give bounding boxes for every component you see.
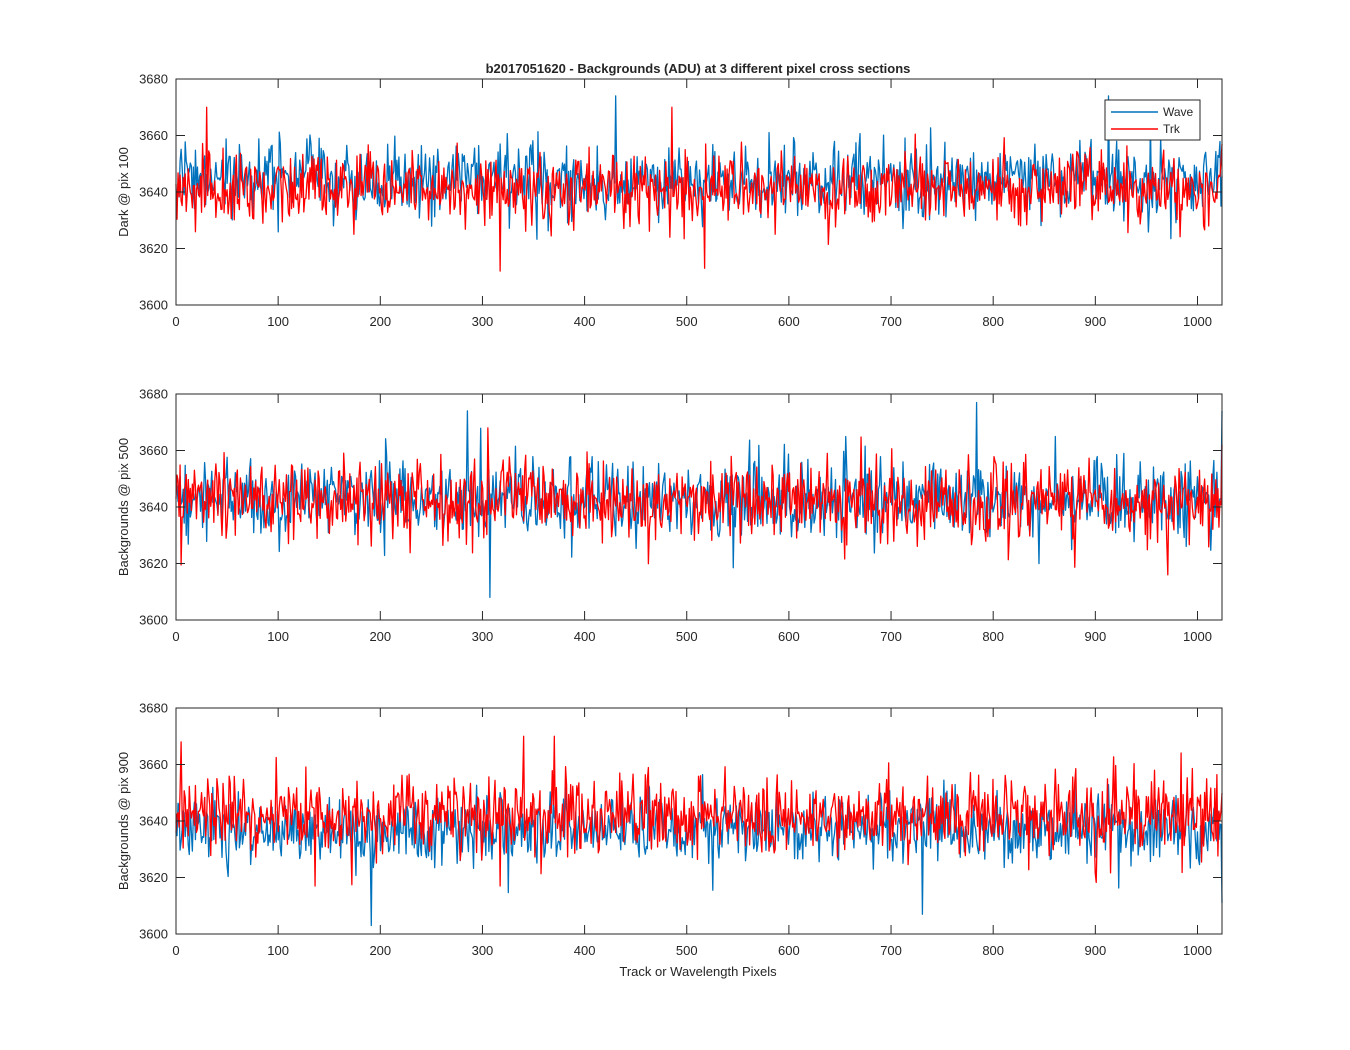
ticks: 0 100 200 300 400 500 600 700 800 900 1000 3600 3620… <box>139 72 1222 329</box>
x-tick-label: 700 <box>880 943 902 958</box>
series-layer <box>175 95 1223 272</box>
x-tick-label: 200 <box>369 943 391 958</box>
y-tick-label: 3660 <box>139 128 168 143</box>
y-tick-label: 3600 <box>139 613 168 628</box>
figure-title: b2017051620 - Backgrounds (ADU) at 3 dif… <box>486 61 911 76</box>
legend: Wave Trk <box>1104 99 1201 141</box>
y-axis-label: Backgrounds @ pix 500 <box>116 438 131 576</box>
x-tick-label: 400 <box>574 943 596 958</box>
y-axis-label: Backgrounds @ pix 900 <box>116 752 131 890</box>
x-tick-label: 100 <box>267 629 289 644</box>
series-line-trk <box>175 735 1223 887</box>
legend-box <box>1104 99 1201 141</box>
y-tick-label: 3640 <box>139 185 168 200</box>
x-tick-label: 900 <box>1084 943 1106 958</box>
ticks: 0 100 200 300 400 500 600 700 800 900 1000 3600 3620… <box>139 387 1222 644</box>
x-tick-label: 200 <box>369 314 391 329</box>
y-tick-label: 3600 <box>139 927 168 942</box>
x-tick-label: 800 <box>982 629 1004 644</box>
x-tick-label: 500 <box>676 314 698 329</box>
x-tick-label: 900 <box>1084 314 1106 329</box>
ticks: 0 100 200 300 400 500 600 700 800 900 1000 3600 3620… <box>139 701 1222 958</box>
x-tick-label: 600 <box>778 629 800 644</box>
series-layer <box>175 401 1223 599</box>
y-tick-label: 3620 <box>139 556 168 571</box>
y-tick-label: 3640 <box>139 500 168 515</box>
x-tick-label: 1000 <box>1183 629 1212 644</box>
x-tick-label: 800 <box>982 943 1004 958</box>
x-tick-label: 0 <box>172 314 179 329</box>
series-layer <box>175 735 1223 927</box>
y-tick-label: 3600 <box>139 298 168 313</box>
x-tick-label: 300 <box>472 629 494 644</box>
subplot-backgrounds-pix-900: 0 100 200 300 400 500 600 700 800 900 1000 3600 3620… <box>116 701 1223 958</box>
x-tick-label: 100 <box>267 314 289 329</box>
y-tick-label: 3660 <box>139 757 168 772</box>
y-tick-label: 3680 <box>139 72 168 87</box>
y-axis-label: Dark @ pix 100 <box>116 147 131 237</box>
series-line-trk <box>175 106 1223 272</box>
subplot-backgrounds-pix-500: 0 100 200 300 400 500 600 700 800 900 1000 3600 3620… <box>116 387 1223 644</box>
x-tick-label: 0 <box>172 943 179 958</box>
y-tick-label: 3680 <box>139 387 168 402</box>
x-tick-label: 800 <box>982 314 1004 329</box>
x-tick-label: 700 <box>880 314 902 329</box>
y-tick-label: 3640 <box>139 814 168 829</box>
legend-label-wave: Wave <box>1163 105 1194 119</box>
y-tick-label: 3660 <box>139 443 168 458</box>
x-tick-label: 600 <box>778 314 800 329</box>
x-tick-label: 500 <box>676 943 698 958</box>
x-tick-label: 600 <box>778 943 800 958</box>
y-tick-label: 3620 <box>139 870 168 885</box>
x-tick-label: 300 <box>472 943 494 958</box>
x-tick-label: 300 <box>472 314 494 329</box>
subplot-dark-pix-100: 0 100 200 300 400 500 600 700 800 900 1000 3600 3620… <box>116 72 1223 329</box>
x-tick-label: 200 <box>369 629 391 644</box>
x-tick-label: 0 <box>172 629 179 644</box>
x-tick-label: 100 <box>267 943 289 958</box>
x-tick-label: 700 <box>880 629 902 644</box>
x-tick-label: 500 <box>676 629 698 644</box>
x-tick-label: 400 <box>574 629 596 644</box>
y-tick-label: 3680 <box>139 701 168 716</box>
x-tick-label: 1000 <box>1183 314 1212 329</box>
x-tick-label: 900 <box>1084 629 1106 644</box>
x-axis-label: Track or Wavelength Pixels <box>619 964 777 979</box>
x-tick-label: 1000 <box>1183 943 1212 958</box>
series-line-wave <box>175 774 1223 927</box>
series-line-trk <box>175 427 1223 576</box>
y-tick-label: 3620 <box>139 241 168 256</box>
x-tick-label: 400 <box>574 314 596 329</box>
legend-label-trk: Trk <box>1163 122 1181 136</box>
